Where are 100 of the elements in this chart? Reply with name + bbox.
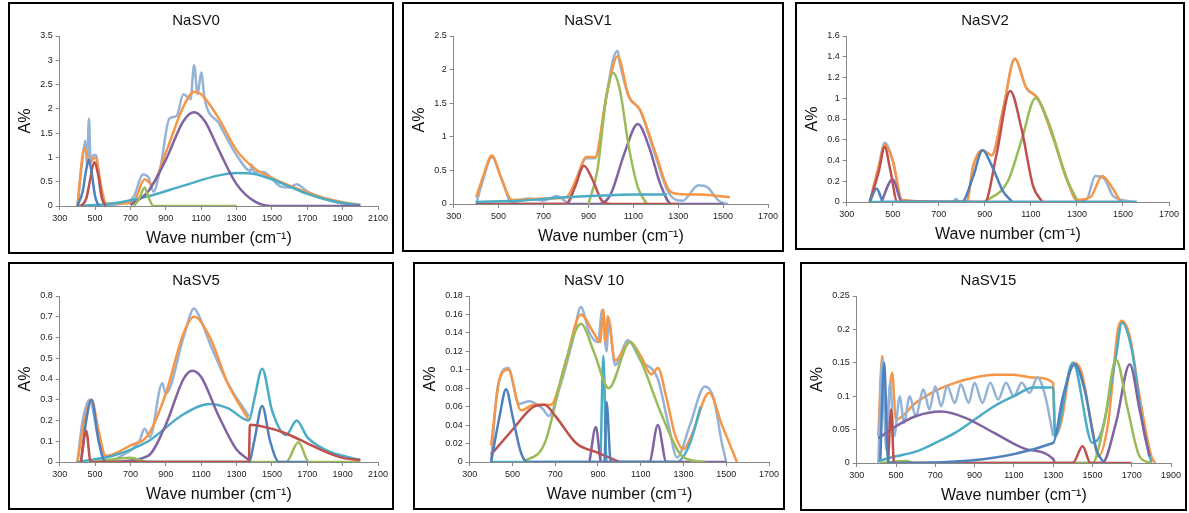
y-axis-title: A% [16, 366, 34, 392]
x-tick-label: 1900 [1160, 469, 1182, 480]
x-tick-label: 1500 [261, 212, 282, 223]
y-tick-label: 2 [441, 64, 447, 75]
y-tick-label: 0.08 [445, 382, 463, 393]
y-tick-label: 0 [441, 198, 447, 209]
y-tick-label: 2.5 [40, 79, 53, 90]
x-tick-label: 900 [158, 212, 174, 223]
x-tick-label: 900 [580, 210, 596, 221]
x-tick-label: 500 [491, 210, 507, 221]
y-axis-title: A% [16, 108, 34, 134]
y-tick-label: 0.1 [450, 364, 463, 375]
x-axis-title: Wave number (cm⁻¹) [537, 226, 684, 244]
x-tick-label: 1300 [226, 468, 247, 479]
x-tick-label: 1300 [226, 212, 247, 223]
x-tick-label: 300 [52, 212, 68, 223]
y-tick-label: 0.15 [832, 357, 850, 368]
y-tick-label: 1.2 [827, 71, 840, 82]
y-tick-label: 0.1 [40, 435, 53, 446]
x-tick-label: 300 [839, 208, 855, 219]
y-tick-label: 0.2 [837, 323, 850, 334]
y-tick-label: 2 [47, 103, 53, 114]
x-tick-label: 500 [885, 208, 901, 219]
x-tick-label: 1900 [332, 212, 353, 223]
x-axis-title: Wave number (cm⁻¹) [145, 484, 292, 502]
x-axis-title: Wave number (cm⁻¹) [546, 484, 693, 502]
y-axis-title: A% [410, 107, 428, 133]
y-tick-label: 0.06 [445, 401, 463, 412]
y-tick-label: 0.3 [40, 394, 53, 405]
x-tick-label: 900 [977, 208, 993, 219]
y-axis-title: A% [421, 366, 439, 392]
x-tick-label: 300 [849, 469, 865, 480]
x-tick-label: 900 [158, 468, 174, 479]
chart-title: NaSV15 [960, 271, 1017, 289]
y-tick-label: 2.5 [434, 30, 447, 41]
y-tick-label: 0.02 [445, 438, 463, 449]
y-tick-label: 1.6 [827, 30, 840, 41]
y-tick-label: 0.6 [40, 331, 53, 342]
y-tick-label: 0.04 [445, 419, 463, 430]
y-tick-label: 0.16 [445, 308, 463, 319]
y-tick-label: 0.8 [40, 290, 53, 301]
y-tick-label: 0.7 [40, 311, 53, 322]
x-tick-label: 1900 [332, 468, 353, 479]
chart-title: NaSV2 [961, 11, 1009, 29]
y-tick-label: 1 [441, 131, 447, 142]
y-tick-label: 3 [47, 54, 53, 65]
x-axis-title: Wave number (cm⁻¹) [940, 485, 1087, 503]
x-tick-label: 1100 [623, 210, 643, 221]
x-tick-label: 700 [122, 468, 138, 479]
x-tick-label: 1100 [1021, 208, 1041, 219]
x-tick-label: 1300 [1043, 469, 1064, 480]
x-tick-label: 700 [927, 469, 943, 480]
x-tick-label: 1700 [757, 210, 779, 221]
x-tick-label: 300 [52, 468, 68, 479]
x-tick-label: 900 [967, 469, 983, 480]
y-tick-label: 0.1 [837, 390, 850, 401]
y-tick-label: 1 [47, 151, 53, 162]
y-tick-label: 0 [47, 200, 53, 211]
y-tick-label: 0.05 [832, 424, 850, 435]
y-axis-title: A% [808, 367, 826, 392]
x-tick-label: 1300 [1066, 208, 1087, 219]
x-tick-label: 1700 [1158, 208, 1180, 219]
x-tick-label: 1700 [1121, 469, 1142, 480]
y-tick-label: 0.12 [445, 345, 463, 356]
y-tick-label: 1.5 [40, 127, 53, 138]
y-tick-label: 0.25 [832, 290, 850, 301]
y-tick-label: 0.8 [827, 113, 840, 124]
x-tick-label: 1500 [1082, 469, 1103, 480]
x-tick-label: 1700 [297, 468, 318, 479]
chart-title: NaSV1 [564, 11, 612, 29]
x-tick-label: 500 [888, 469, 904, 480]
x-tick-label: 500 [87, 468, 103, 479]
x-tick-label: 1100 [631, 468, 651, 479]
x-tick-label: 1500 [1112, 208, 1133, 219]
y-tick-label: 0 [844, 457, 850, 468]
x-tick-label: 1500 [261, 468, 282, 479]
x-axis-title: Wave number (cm⁻¹) [934, 224, 1081, 242]
y-tick-label: 0.6 [827, 134, 840, 145]
y-tick-label: 1.4 [827, 51, 840, 62]
x-tick-label: 2100 [367, 468, 389, 479]
x-tick-label: 300 [462, 468, 478, 479]
chart-title: NaSV5 [172, 271, 220, 289]
x-tick-label: 900 [590, 468, 606, 479]
x-tick-label: 500 [87, 212, 103, 223]
x-tick-label: 1100 [1004, 469, 1024, 480]
x-tick-label: 1300 [668, 210, 689, 221]
x-tick-label: 700 [547, 468, 563, 479]
y-tick-label: 1.5 [434, 97, 447, 108]
y-tick-label: 3.5 [40, 30, 53, 41]
x-tick-label: 2100 [367, 212, 389, 223]
x-tick-label: 700 [535, 210, 552, 221]
x-tick-label: 700 [122, 212, 138, 223]
y-tick-label: 0.18 [445, 290, 463, 301]
y-tick-label: 0.2 [827, 175, 840, 186]
y-tick-label: 0.4 [827, 154, 840, 165]
y-tick-label: 0 [834, 196, 840, 207]
chart-title: NaSV 10 [563, 271, 625, 289]
y-tick-label: 0.5 [434, 164, 447, 175]
x-tick-label: 1300 [673, 468, 694, 479]
y-tick-label: 0.5 [40, 352, 53, 363]
